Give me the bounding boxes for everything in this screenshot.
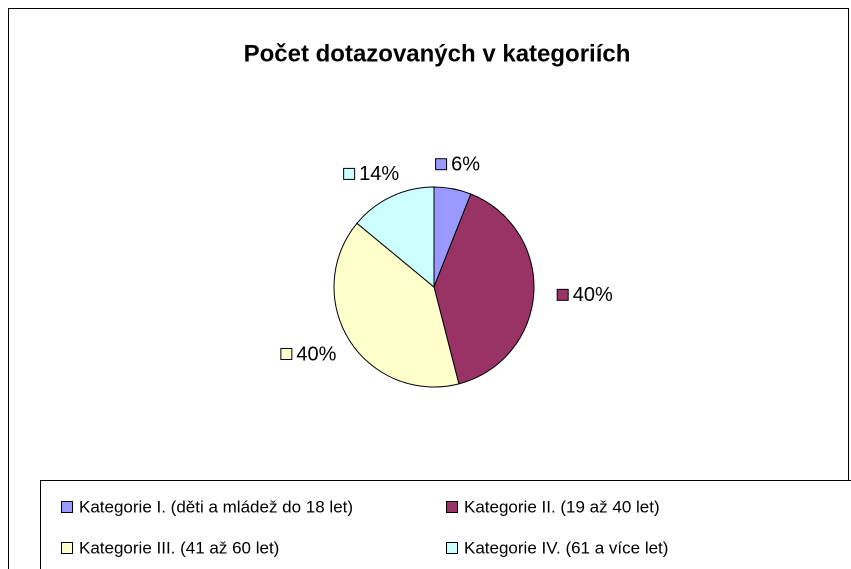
pie-slice bbox=[356, 186, 435, 289]
legend-label: Kategorie III. (41 až 60 let) bbox=[79, 538, 279, 557]
data-label: 40% bbox=[296, 343, 336, 365]
data-label-swatch bbox=[556, 288, 569, 301]
legend-swatch bbox=[446, 542, 458, 554]
legend-swatch bbox=[61, 501, 73, 513]
data-label: 14% bbox=[359, 163, 399, 185]
legend-swatch bbox=[446, 501, 458, 513]
data-label: 6% bbox=[451, 153, 480, 175]
data-label-swatch bbox=[280, 347, 293, 360]
legend-swatch bbox=[61, 542, 73, 554]
data-label-swatch bbox=[435, 158, 448, 171]
data-label: 40% bbox=[573, 284, 613, 306]
legend-label: Kategorie II. (19 až 40 let) bbox=[464, 497, 660, 516]
data-label-swatch bbox=[343, 167, 356, 180]
legend-box bbox=[40, 480, 851, 569]
pie-slice bbox=[433, 193, 535, 385]
chart-title: Počet dotazovaných v kategoriích bbox=[244, 40, 631, 67]
pie-slice bbox=[333, 222, 460, 388]
legend-label: Kategorie IV. (61 a více let) bbox=[464, 538, 668, 557]
legend-label: Kategorie I. (děti a mládež do 18 let) bbox=[79, 497, 353, 516]
